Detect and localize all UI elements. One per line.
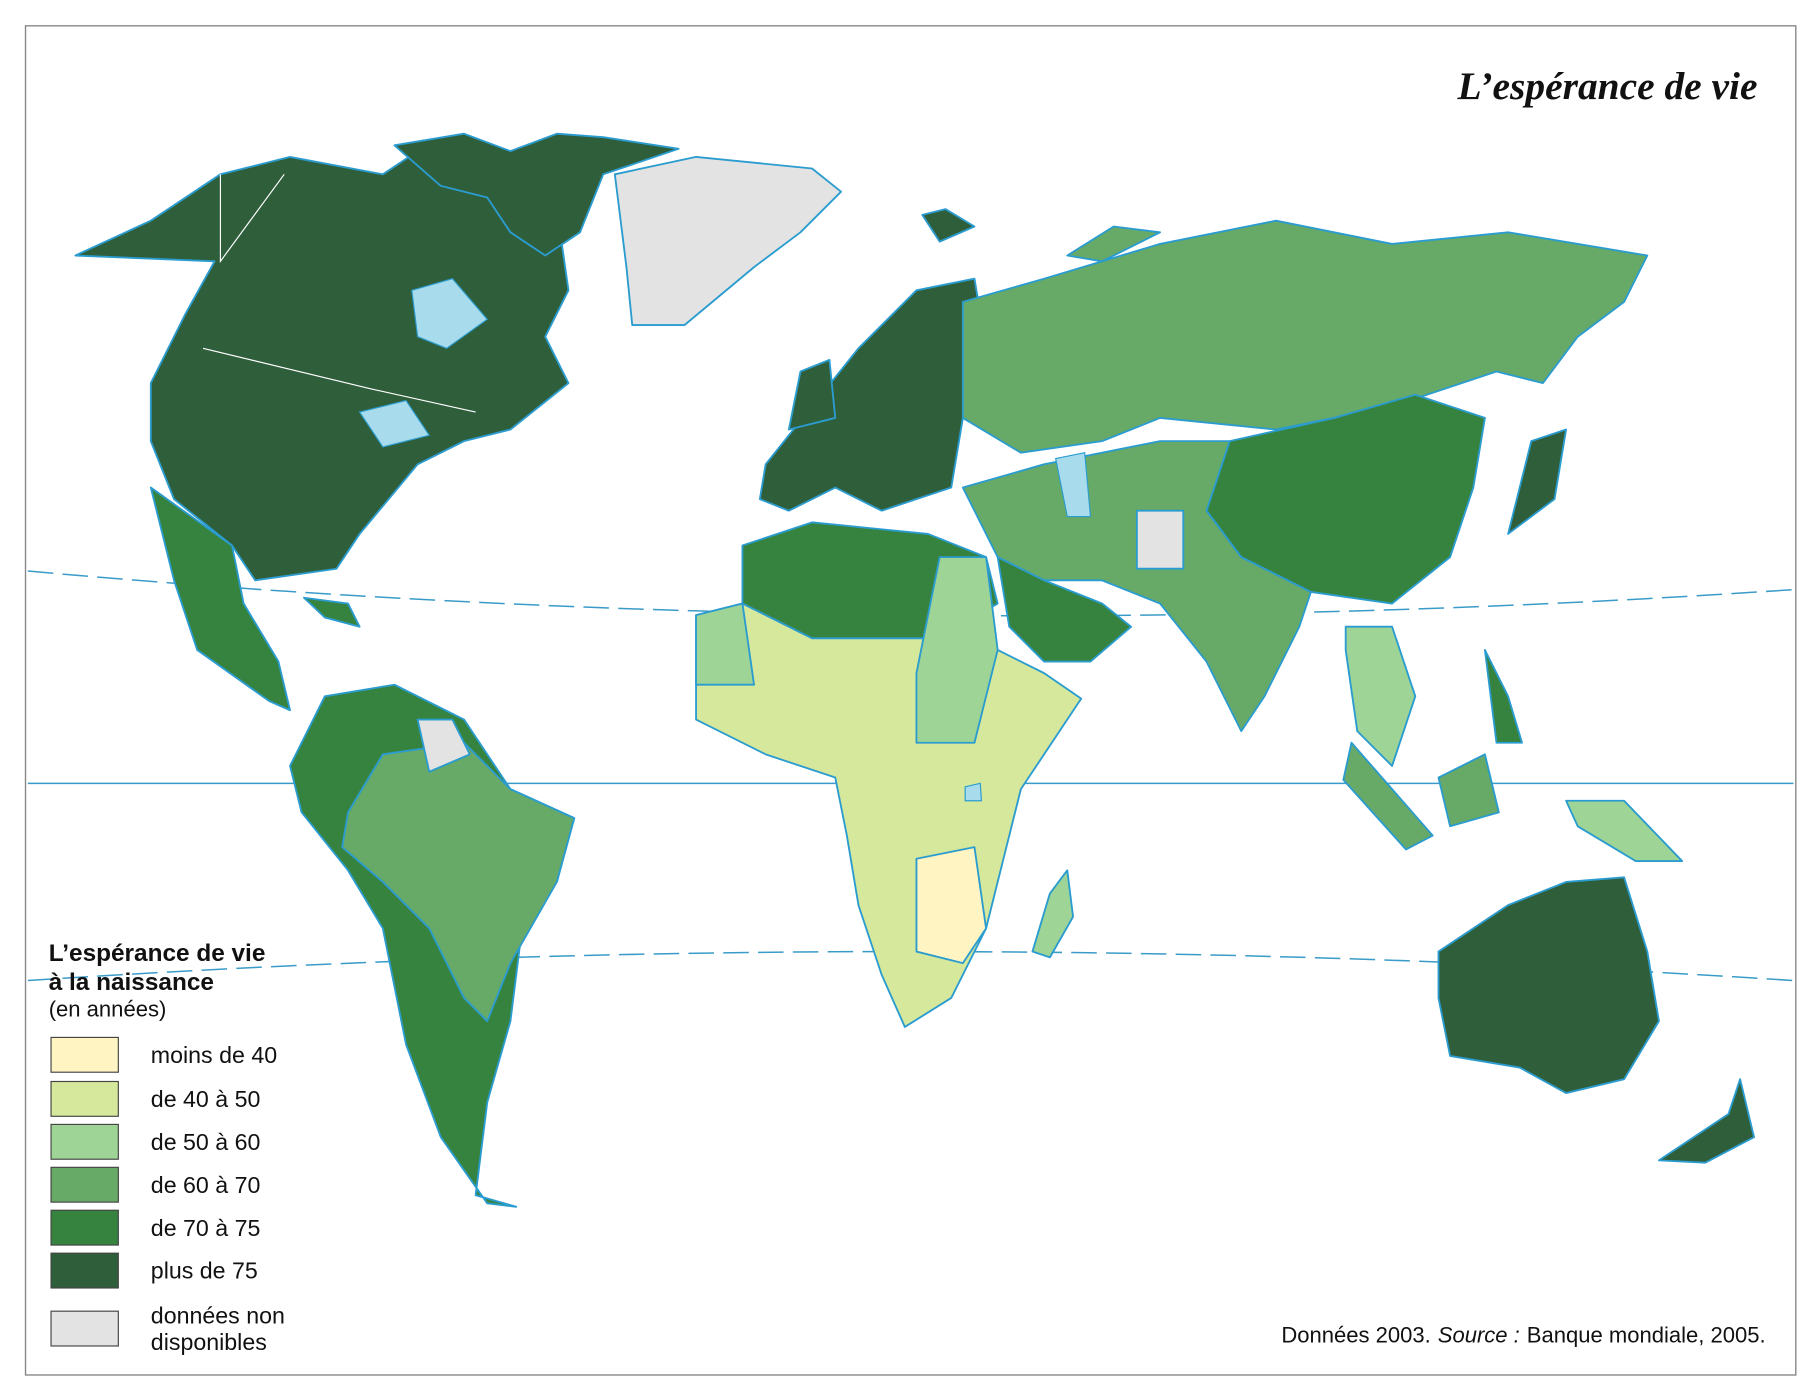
great-lakes [358, 399, 431, 448]
arctic-islands [393, 132, 680, 257]
southern-africa [915, 846, 987, 965]
legend-swatch [50, 1036, 119, 1073]
legend-swatch [50, 1209, 119, 1246]
sudan-region [915, 556, 999, 744]
border-alaska [219, 173, 285, 264]
legend-label: de 40 à 50 [151, 1086, 261, 1112]
legend-label: plus de 75 [151, 1258, 258, 1284]
north-america [74, 150, 570, 582]
caspian-sea [1054, 452, 1092, 518]
source-data: Données 2003. [1281, 1323, 1430, 1348]
map-title: L’espérance de vie [1456, 64, 1757, 108]
guianas [416, 718, 471, 773]
source-label: Source : [1438, 1323, 1520, 1348]
legend-label: données non [151, 1302, 285, 1328]
british-isles [787, 358, 837, 431]
sumatra-java [1342, 741, 1434, 851]
japan [1507, 428, 1568, 535]
land-masses [74, 132, 1755, 1208]
border-canada-usa [202, 347, 476, 413]
legend-label: disponibles [151, 1329, 267, 1355]
hudson-bay [411, 278, 489, 349]
svalbard [921, 208, 976, 243]
lake-victoria [964, 782, 983, 802]
russia [961, 219, 1649, 454]
legend-label: de 50 à 60 [151, 1129, 261, 1155]
legend-label: moins de 40 [151, 1042, 277, 1068]
legend-label: de 60 à 70 [151, 1172, 261, 1198]
legend: L’espérance de vie à la naissance (en an… [49, 940, 285, 1355]
legend-swatch [50, 1310, 119, 1347]
legend-swatch [50, 1252, 119, 1289]
new-guinea [1565, 799, 1684, 862]
west-africa-coast [695, 602, 755, 686]
legend-swatch [50, 1166, 119, 1203]
source-note: Données 2003. Source : Banque mondiale, 20… [1281, 1323, 1765, 1348]
greenland [613, 155, 842, 327]
afghanistan [1135, 509, 1185, 570]
arabia [996, 556, 1133, 663]
philippines [1483, 649, 1523, 744]
middle-east-south-asia [961, 440, 1312, 733]
arctic-russia-islands [1066, 225, 1162, 263]
mexico-central-america [149, 486, 291, 712]
new-zealand [1657, 1078, 1755, 1164]
caribbean [303, 596, 361, 628]
legend-title: à la naissance [49, 969, 214, 996]
legend-label: de 70 à 75 [151, 1215, 261, 1241]
madagascar [1031, 869, 1074, 959]
borneo [1437, 753, 1500, 828]
source-text: Banque mondiale, 2005. [1527, 1323, 1766, 1348]
australia [1437, 876, 1660, 1095]
legend-swatch [50, 1123, 119, 1160]
legend-title: L’espérance de vie [49, 940, 266, 967]
legend-swatch [50, 1080, 119, 1117]
legend-subtitle: (en années) [49, 997, 167, 1022]
indochina [1344, 625, 1417, 767]
